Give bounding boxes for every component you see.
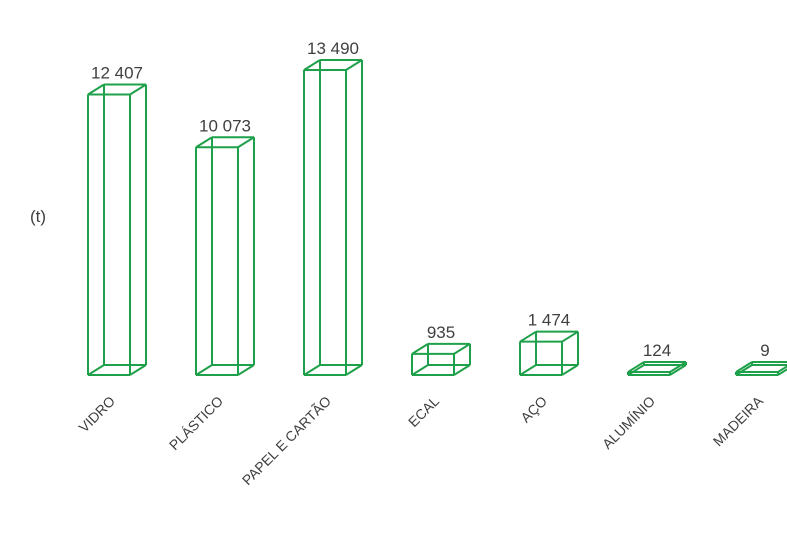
category-label: AÇO xyxy=(517,393,550,426)
value-label: 9 xyxy=(760,341,769,360)
value-label: 13 490 xyxy=(307,39,359,58)
y-axis-unit-label: (t) xyxy=(30,207,46,226)
value-label: 124 xyxy=(643,341,671,360)
bar-ecal xyxy=(411,342,471,376)
category-label: PAPEL E CARTÃO xyxy=(239,393,334,488)
category-label: ALUMÍNIO xyxy=(599,393,658,452)
bar-vidro xyxy=(87,83,147,376)
bar-madeira xyxy=(735,361,787,376)
bar-aço xyxy=(519,330,579,376)
bar-plástico xyxy=(195,136,255,376)
value-label: 12 407 xyxy=(91,63,143,82)
bar-alumínio xyxy=(627,361,687,376)
category-label: ECAL xyxy=(405,393,442,430)
category-label: VIDRO xyxy=(75,393,118,436)
value-label: 1 474 xyxy=(528,311,571,330)
value-label: 10 073 xyxy=(199,116,251,135)
category-label: PLÁSTICO xyxy=(166,393,226,453)
value-label: 935 xyxy=(427,323,455,342)
category-label: MADEIRA xyxy=(710,392,767,449)
bar-papel-e-cartão xyxy=(303,59,363,376)
